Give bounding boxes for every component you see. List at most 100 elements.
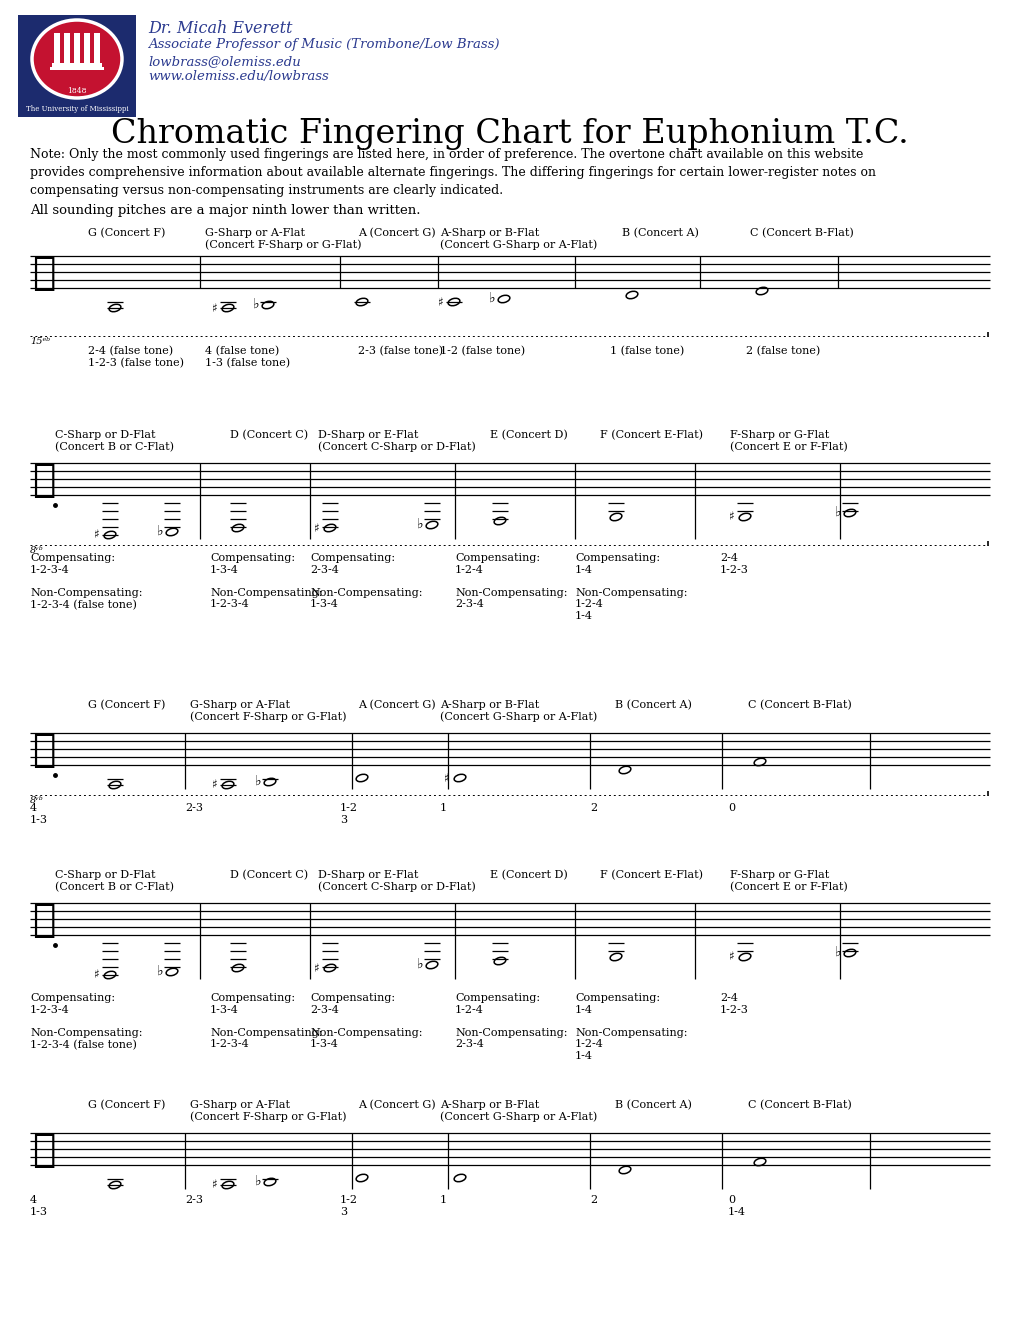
Ellipse shape (109, 304, 120, 312)
Text: ♯: ♯ (438, 296, 443, 309)
Ellipse shape (844, 510, 855, 517)
Text: 1848: 1848 (67, 87, 87, 95)
Ellipse shape (609, 514, 622, 520)
Ellipse shape (493, 958, 505, 964)
Ellipse shape (753, 1159, 765, 1165)
Text: ♭: ♭ (834, 505, 841, 519)
Text: 𝄞: 𝄞 (32, 461, 55, 499)
Text: G-Sharp or A-Flat
(Concert F-Sharp or G-Flat): G-Sharp or A-Flat (Concert F-Sharp or G-… (190, 700, 346, 723)
Bar (94, 33, 100, 63)
Ellipse shape (426, 522, 437, 528)
Ellipse shape (166, 528, 177, 536)
Text: 2-4
1-2-3: 2-4 1-2-3 (719, 553, 748, 575)
Ellipse shape (222, 781, 233, 789)
Ellipse shape (739, 514, 750, 520)
Text: Compensating:
1-2-3-4

Non-Compensating:
1-2-3-4 (false tone): Compensating: 1-2-3-4 Non-Compensating: … (30, 553, 143, 610)
Text: F-Sharp or G-Flat
(Concert E or F-Flat): F-Sharp or G-Flat (Concert E or F-Flat) (730, 871, 847, 892)
Ellipse shape (262, 301, 273, 309)
Text: www.olemiss.edu/lowbrass: www.olemiss.edu/lowbrass (148, 70, 328, 83)
Ellipse shape (447, 299, 460, 305)
Text: 4
1-3: 4 1-3 (30, 1196, 48, 1217)
Text: ♭: ♭ (255, 774, 261, 789)
Ellipse shape (497, 296, 510, 303)
Text: Compensating:
1-3-4

Non-Compensating:
1-2-3-4: Compensating: 1-3-4 Non-Compensating: 1-… (210, 553, 322, 609)
Text: 2-3: 2-3 (184, 1196, 203, 1205)
Text: 2: 2 (589, 1196, 596, 1205)
Text: Compensating:
2-3-4

Non-Compensating:
1-3-4: Compensating: 2-3-4 Non-Compensating: 1-… (310, 553, 422, 609)
Text: ♯: ♯ (212, 1178, 218, 1192)
Ellipse shape (844, 950, 855, 956)
Text: Compensating:
1-2-4

Non-Compensating:
2-3-4: Compensating: 1-2-4 Non-Compensating: 2-… (454, 553, 567, 609)
Ellipse shape (166, 968, 177, 976)
Ellipse shape (753, 758, 765, 766)
Bar (18, 15, 136, 118)
Text: 2 (false tone): 2 (false tone) (745, 346, 819, 357)
Text: C (Concert B-Flat): C (Concert B-Flat) (747, 700, 851, 711)
Ellipse shape (222, 1181, 233, 1189)
Text: F (Concert E-Flat): F (Concert E-Flat) (599, 871, 702, 880)
Ellipse shape (453, 1174, 466, 1182)
Text: A (Concert G): A (Concert G) (358, 700, 435, 711)
Text: ♯: ♯ (212, 778, 218, 791)
Text: 0
1-4: 0 1-4 (728, 1196, 745, 1217)
Text: A (Concert G): A (Concert G) (358, 1100, 435, 1111)
Text: Note: Only the most commonly used fingerings are listed here, in order of prefer: Note: Only the most commonly used finger… (30, 148, 875, 197)
Text: 𝄞: 𝄞 (32, 254, 55, 292)
Text: ♯: ♯ (95, 968, 100, 982)
Ellipse shape (755, 287, 767, 295)
Text: ♭: ♭ (255, 1174, 261, 1188)
Bar (84, 33, 90, 63)
Text: F (Concert E-Flat): F (Concert E-Flat) (599, 431, 702, 440)
Ellipse shape (104, 531, 116, 539)
Text: B (Concert A): B (Concert A) (614, 700, 691, 711)
Text: 1-2 (false tone): 1-2 (false tone) (439, 346, 525, 357)
Ellipse shape (356, 299, 368, 305)
Text: ♯: ♯ (314, 962, 320, 975)
Ellipse shape (739, 954, 750, 960)
Ellipse shape (264, 1178, 275, 1186)
Ellipse shape (356, 1174, 368, 1182)
Text: ♯: ♯ (729, 510, 735, 523)
Ellipse shape (232, 524, 244, 532)
Text: D (Concert C): D (Concert C) (229, 431, 308, 440)
Text: ♭: ♭ (488, 291, 494, 305)
Text: Compensating:
1-4

Non-Compensating:
1-2-4
1-4: Compensating: 1-4 Non-Compensating: 1-2-… (575, 553, 687, 621)
Text: 𝄞: 𝄞 (32, 901, 55, 939)
Text: ♭: ♭ (156, 524, 163, 538)
Text: ♯: ♯ (729, 951, 735, 963)
Text: B (Concert A): B (Concert A) (622, 229, 698, 238)
Ellipse shape (356, 774, 368, 782)
Text: 1: 1 (439, 803, 446, 812)
Text: Dr. Micah Everett: Dr. Micah Everett (148, 20, 292, 37)
Text: A-Sharp or B-Flat
(Concert G-Sharp or A-Flat): A-Sharp or B-Flat (Concert G-Sharp or A-… (439, 229, 597, 250)
Text: A-Sharp or B-Flat
(Concert G-Sharp or A-Flat): A-Sharp or B-Flat (Concert G-Sharp or A-… (439, 1100, 597, 1123)
Text: 8ᵛᵇ: 8ᵛᵇ (30, 797, 44, 804)
Ellipse shape (232, 964, 244, 972)
Text: The University of Mississippi: The University of Mississippi (25, 104, 128, 114)
Text: 1 (false tone): 1 (false tone) (609, 346, 684, 357)
Text: Chromatic Fingering Chart for Euphonium T.C.: Chromatic Fingering Chart for Euphonium … (111, 118, 908, 151)
Text: 2-3: 2-3 (184, 803, 203, 812)
Ellipse shape (453, 774, 466, 782)
Text: B (Concert A): B (Concert A) (614, 1100, 691, 1111)
Text: F-Sharp or G-Flat
(Concert E or F-Flat): F-Sharp or G-Flat (Concert E or F-Flat) (730, 431, 847, 452)
Text: 15ᵉᵇ: 15ᵉᵇ (30, 337, 50, 346)
Ellipse shape (493, 518, 505, 524)
Text: 1-2
3: 1-2 3 (339, 803, 358, 824)
Text: ♭: ♭ (253, 297, 259, 310)
Text: All sounding pitches are a major ninth lower than written.: All sounding pitches are a major ninth l… (30, 203, 420, 217)
Text: 1-2
3: 1-2 3 (339, 1196, 358, 1217)
Text: ♯: ♯ (314, 522, 320, 535)
Text: Compensating:
1-4

Non-Compensating:
1-2-4
1-4: Compensating: 1-4 Non-Compensating: 1-2-… (575, 993, 687, 1061)
Text: ♭: ♭ (416, 956, 423, 971)
Bar (74, 33, 79, 63)
Text: ♯: ♯ (444, 771, 449, 785)
Text: 4
1-3: 4 1-3 (30, 803, 48, 824)
Ellipse shape (619, 766, 630, 774)
Ellipse shape (32, 20, 122, 98)
Text: C-Sharp or D-Flat
(Concert B or C-Flat): C-Sharp or D-Flat (Concert B or C-Flat) (55, 871, 174, 892)
Text: C (Concert B-Flat): C (Concert B-Flat) (749, 229, 853, 238)
Text: C-Sharp or D-Flat
(Concert B or C-Flat): C-Sharp or D-Flat (Concert B or C-Flat) (55, 431, 174, 452)
Text: G-Sharp or A-Flat
(Concert F-Sharp or G-Flat): G-Sharp or A-Flat (Concert F-Sharp or G-… (190, 1100, 346, 1123)
Text: G (Concert F): G (Concert F) (88, 229, 165, 238)
